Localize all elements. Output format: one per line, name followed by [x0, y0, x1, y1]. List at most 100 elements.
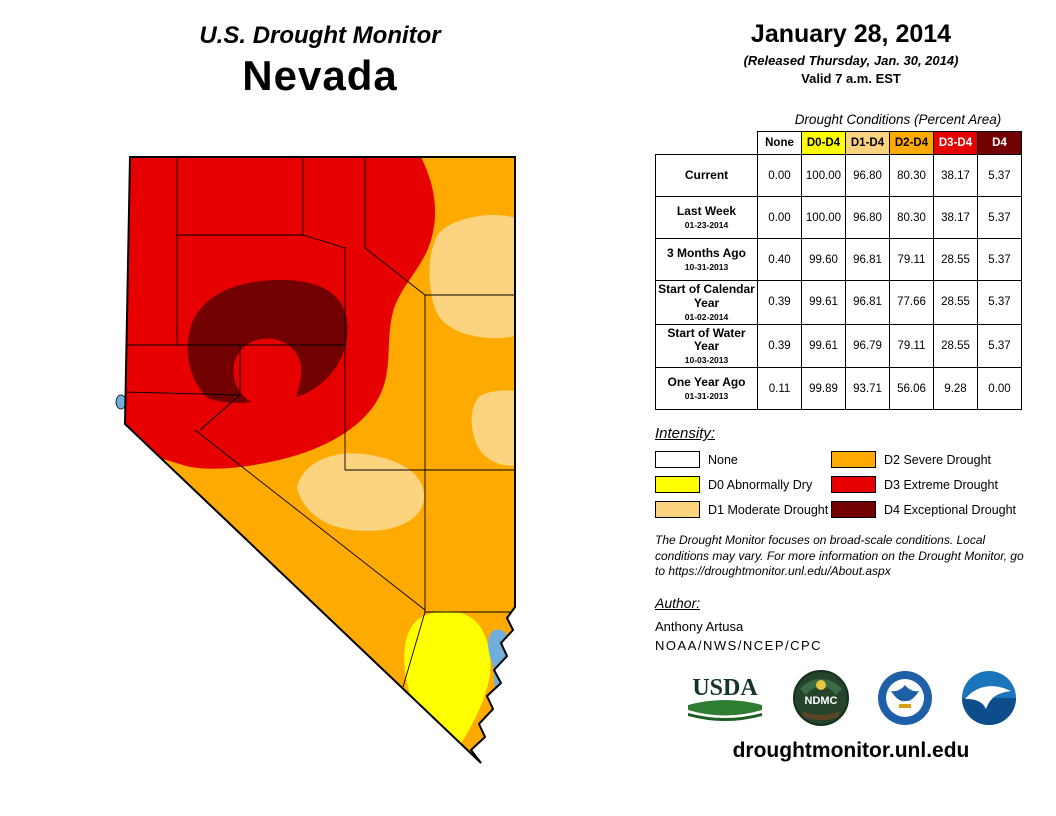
map-region-d1-east	[471, 390, 515, 466]
table-cell: 99.89	[801, 367, 846, 411]
title-block: U.S. Drought Monitor Nevada	[80, 22, 560, 100]
table-cell: 96.81	[845, 238, 890, 281]
table-cell: 0.39	[757, 323, 802, 369]
disclaimer-text: The Drought Monitor focuses on broad-sca…	[655, 533, 1024, 579]
d1-swatch	[655, 501, 700, 519]
row-label: One Year Ago 01-31-2013	[655, 367, 758, 411]
legend-item-d2: D2 Severe Drought	[831, 451, 1047, 469]
d4-swatch	[831, 501, 876, 519]
legend-item-d1: D1 Moderate Drought	[655, 501, 831, 519]
legend-item-d0: D0 Abnormally Dry	[655, 476, 831, 494]
program-title: U.S. Drought Monitor	[199, 22, 441, 49]
nevada-map-svg	[115, 156, 516, 764]
table-cell: 77.66	[889, 280, 934, 325]
table-caption: Drought Conditions (Percent Area)	[794, 112, 1002, 127]
col-header-d3-d4: D3-D4	[933, 131, 978, 155]
map-region-d4-exceptional	[187, 279, 348, 403]
row-label: Last Week 01-23-2014	[655, 196, 758, 239]
table-cell: 0.00	[977, 367, 1022, 411]
table-cell: 80.30	[889, 196, 934, 239]
table-cell: 5.37	[977, 323, 1022, 369]
table-cell: 28.55	[933, 280, 978, 325]
row-label: Start of Water Year 10-03-2013	[655, 323, 758, 369]
legend-heading: Intensity:	[655, 425, 716, 443]
table-cell: 100.00	[801, 196, 846, 239]
col-header-d4: D4	[977, 131, 1022, 155]
table-cell: 0.39	[757, 280, 802, 325]
valid-time: Valid 7 a.m. EST	[801, 71, 901, 86]
map-region-d1-northeast	[429, 215, 515, 339]
nevada-state-outline	[123, 156, 516, 764]
commerce-eagle-icon	[891, 684, 919, 702]
noaa-logo	[962, 670, 1016, 725]
map-date: January 28, 2014	[750, 20, 952, 48]
col-header-d1-d4: D1-D4	[845, 131, 890, 155]
none-swatch	[655, 451, 700, 469]
d2-swatch	[831, 451, 876, 469]
table-cell: 5.37	[977, 196, 1022, 239]
legend-item-d3: D3 Extreme Drought	[831, 476, 1047, 494]
table-cell: 96.80	[845, 154, 890, 197]
table-cell: 96.80	[845, 196, 890, 239]
table-cell: 80.30	[889, 154, 934, 197]
agency-logo-row: USDA NDMC	[655, 669, 1047, 727]
table-row-3-months-ago: 3 Months Ago 10-31-2013 0.40 99.60 96.81…	[655, 238, 1022, 281]
table-cell: 93.71	[845, 367, 890, 411]
table-corner-cell	[655, 131, 758, 155]
ndmc-sun-icon	[816, 679, 826, 690]
ndmc-sky-icon	[800, 678, 842, 695]
table-cell: 0.00	[757, 154, 802, 197]
table-row-last-week: Last Week 01-23-2014 0.00 100.00 96.80 8…	[655, 196, 1022, 239]
table-cell: 5.37	[977, 280, 1022, 325]
legend-item-none: None	[655, 451, 831, 469]
ndmc-logo: NDMC	[793, 669, 849, 726]
table-cell: 99.60	[801, 238, 846, 281]
table-row-one-year-ago: One Year Ago 01-31-2013 0.11 99.89 93.71…	[655, 367, 1022, 411]
nevada-drought-map	[90, 140, 550, 810]
author-org: NOAA/NWS/NCEP/CPC	[655, 637, 823, 653]
d3-swatch	[831, 476, 876, 494]
noaa-gull-icon	[965, 686, 1011, 709]
table-cell: 38.17	[933, 196, 978, 239]
row-label: 3 Months Ago 10-31-2013	[655, 238, 758, 281]
footer-url: droughtmonitor.unl.edu	[732, 738, 970, 762]
right-panel: January 28, 2014 (Released Thursday, Jan…	[655, 20, 1047, 763]
table-cell: 0.00	[757, 196, 802, 239]
usda-logo: USDA	[688, 675, 762, 721]
table-cell: 28.55	[933, 238, 978, 281]
table-cell: 79.11	[889, 238, 934, 281]
col-header-none: None	[757, 131, 802, 155]
commerce-base-icon	[899, 703, 911, 708]
d0-swatch	[655, 476, 700, 494]
table-cell: 56.06	[889, 367, 934, 411]
table-cell: 5.37	[977, 238, 1022, 281]
county-boundaries	[125, 157, 515, 688]
table-cell: 38.17	[933, 154, 978, 197]
table-header-row: None D0-D4 D1-D4 D2-D4 D3-D4 D4	[655, 131, 1022, 155]
row-label: Current	[655, 154, 758, 197]
date-block: January 28, 2014 (Released Thursday, Jan…	[655, 20, 1047, 86]
usda-swoosh2-icon	[688, 712, 762, 721]
table-row-current: Current 0.00 100.00 96.80 80.30 38.17 5.…	[655, 154, 1022, 197]
table-row-start-calendar-year: Start of Calendar Year 01-02-2014 0.39 9…	[655, 280, 1022, 325]
table-row-start-water-year: Start of Water Year 10-03-2013 0.39 99.6…	[655, 323, 1022, 369]
author-heading: Author:	[655, 594, 701, 611]
table-cell: 0.40	[757, 238, 802, 281]
ndmc-earth-icon	[802, 710, 840, 720]
table-cell: 100.00	[801, 154, 846, 197]
noaa-sea-icon	[962, 697, 1016, 725]
table-cell: 0.11	[757, 367, 802, 411]
state-title: Nevada	[242, 52, 398, 99]
col-header-d0-d4: D0-D4	[801, 131, 846, 155]
table-cell: 99.61	[801, 280, 846, 325]
author-name: Anthony Artusa	[655, 618, 744, 634]
table-cell: 9.28	[933, 367, 978, 411]
commerce-seal-logo	[878, 670, 932, 725]
col-header-d2-d4: D2-D4	[889, 131, 934, 155]
table-cell: 5.37	[977, 154, 1022, 197]
usda-logo-text: USDA	[692, 675, 758, 701]
legend-item-d4: D4 Exceptional Drought	[831, 501, 1047, 519]
drought-conditions-table: None D0-D4 D1-D4 D2-D4 D3-D4 D4 Current …	[655, 131, 1022, 411]
map-region-d1-central	[297, 453, 425, 531]
